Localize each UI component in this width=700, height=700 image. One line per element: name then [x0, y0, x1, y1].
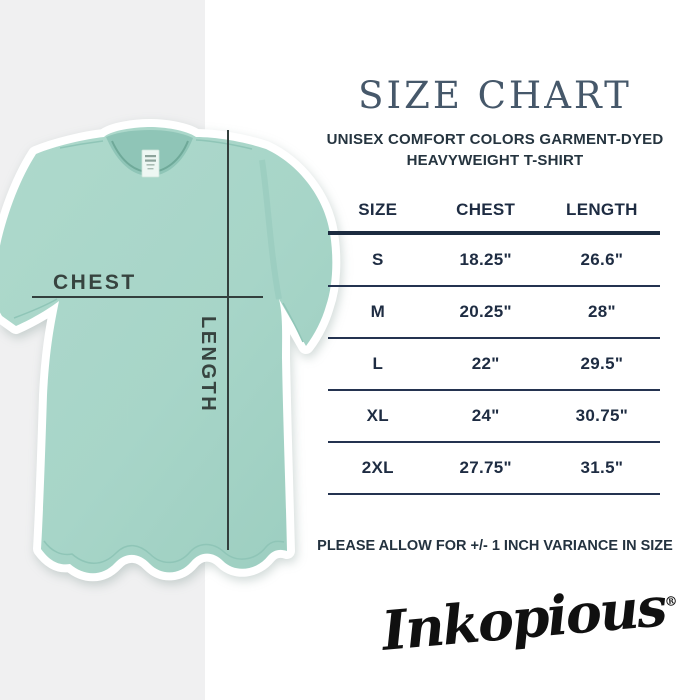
- table-row: M 20.25" 28": [328, 287, 660, 339]
- bottom-hem-stitch: [43, 540, 285, 564]
- length-cell: 26.6": [580, 250, 624, 269]
- column-header-length: LENGTH: [566, 200, 638, 219]
- size-chart-panel: SIZE CHART UNISEX COMFORT COLORS GARMENT…: [315, 0, 685, 700]
- length-label: LENGTH: [197, 316, 219, 414]
- chest-label: CHEST: [53, 271, 137, 294]
- subtitle: UNISEX COMFORT COLORS GARMENT-DYED HEAVY…: [320, 129, 670, 171]
- chest-cell: 18.25": [459, 250, 512, 269]
- length-cell: 29.5": [580, 354, 624, 373]
- brand-logo-text: Inkopious: [379, 574, 668, 663]
- sleeve-hem-stitch-right: [282, 302, 304, 343]
- size-table: SIZE CHEST LENGTH S 18.25" 26.6" M 20.25…: [328, 189, 660, 495]
- size-cell: S: [371, 250, 384, 269]
- collar-tag: [141, 149, 160, 178]
- registered-trademark-symbol: ®: [663, 594, 679, 611]
- length-cell: 28": [587, 302, 616, 321]
- chest-cell: 20.25": [459, 302, 512, 321]
- size-cell: L: [372, 354, 384, 373]
- size-cell: M: [370, 302, 386, 321]
- shoulder-seam-left: [59, 140, 104, 149]
- chest-cell: 22": [471, 354, 500, 373]
- table-row: S 18.25" 26.6": [328, 235, 660, 287]
- size-cell: 2XL: [361, 458, 394, 477]
- column-header-size: SIZE: [358, 200, 398, 219]
- table-row: XL 24" 30.75": [328, 391, 660, 443]
- chest-cell: 24": [471, 406, 500, 425]
- chest-cell: 27.75": [459, 458, 512, 477]
- table-row: 2XL 27.75" 31.5": [328, 443, 660, 495]
- fabric-fold-shading: [259, 159, 282, 300]
- table-row: L 22" 29.5": [328, 339, 660, 391]
- subtitle-line-1: UNISEX COMFORT COLORS GARMENT-DYED: [326, 131, 664, 148]
- variance-note: PLEASE ALLOW FOR +/- 1 INCH VARIANCE IN …: [317, 538, 673, 554]
- table-header-row: SIZE CHEST LENGTH: [328, 189, 660, 235]
- shoulder-seam-right: [195, 139, 253, 150]
- length-cell: 31.5": [580, 458, 624, 477]
- tshirt-image: [0, 119, 341, 582]
- tshirt-silhouette: [0, 119, 341, 582]
- brand-logo: Inkopious®: [373, 573, 687, 664]
- length-cell: 30.75": [575, 406, 629, 425]
- sleeve-hem-stitch-left: [13, 298, 58, 319]
- column-header-chest: CHEST: [456, 200, 516, 219]
- length-measure-line: [227, 130, 229, 550]
- page-title: SIZE CHART: [358, 74, 632, 117]
- size-cell: XL: [366, 406, 389, 425]
- chest-measure-line: [32, 296, 263, 298]
- subtitle-line-2: HEAVYWEIGHT T-SHIRT: [406, 152, 584, 169]
